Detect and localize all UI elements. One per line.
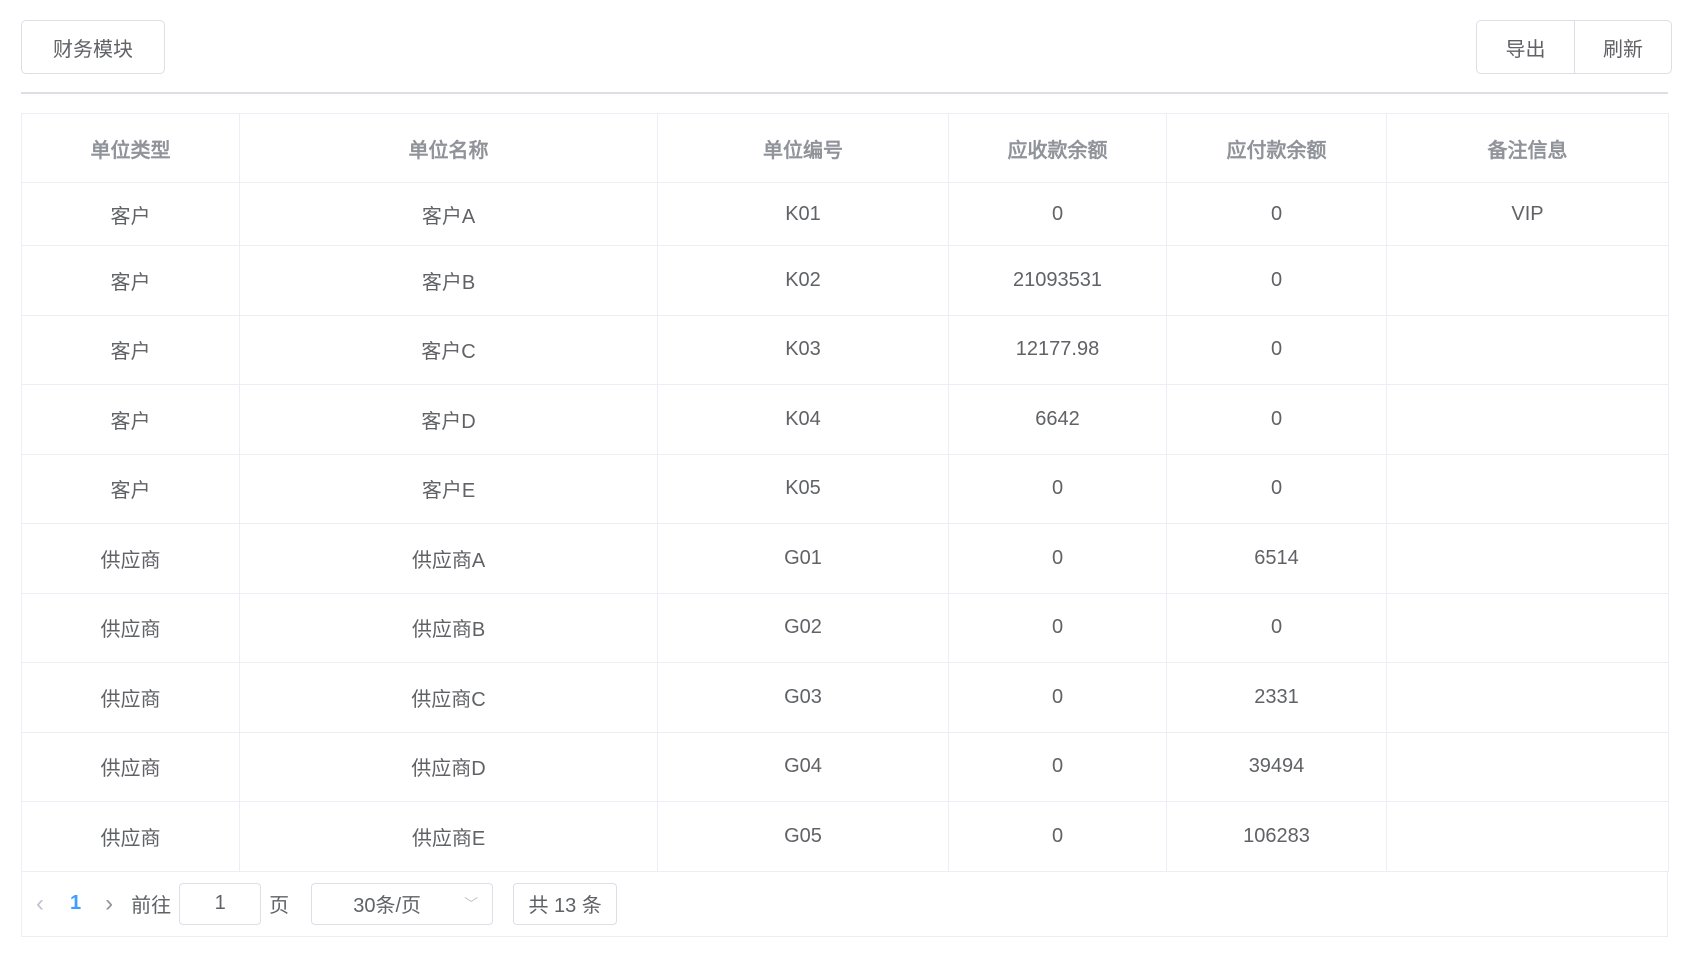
table-row: 供应商 供应商D G04 0 39494 — [21, 731, 1669, 802]
table-cell: 供应商B — [239, 592, 658, 663]
table-cell: 客户E — [239, 453, 658, 524]
column-header: 单位类型 — [21, 113, 240, 183]
table-cell: 客户B — [239, 245, 658, 316]
table-cell: 客户 — [21, 314, 240, 385]
table-cell: VIP — [1386, 182, 1669, 246]
table-cell: 供应商A — [239, 523, 658, 594]
table-cell: 供应商 — [21, 523, 240, 594]
goto-page-input[interactable]: 1 — [179, 882, 262, 925]
table-row: 供应商 供应商E G05 0 106283 — [21, 801, 1669, 872]
next-page-icon[interactable]: › — [105, 889, 114, 917]
table-cell — [1386, 731, 1669, 802]
finance-table: 单位类型 单位名称 单位编号 应收款余额 应付款余额 备注信息 客户 客户A K01 0 0 VIP… — [21, 113, 1669, 872]
table-cell: 0 — [1166, 384, 1387, 455]
prev-page-icon[interactable]: ‹ — [36, 889, 44, 917]
table-cell: 0 — [948, 801, 1167, 872]
goto-label: 前往 — [131, 895, 172, 917]
table-cell: G01 — [657, 523, 949, 594]
table-cell: 12177.98 — [948, 314, 1167, 385]
table-cell: 供应商C — [239, 662, 658, 733]
table-cell: 0 — [1166, 453, 1387, 524]
table-cell: K03 — [657, 314, 949, 385]
table-cell: 0 — [1166, 592, 1387, 663]
table-cell: K01 — [657, 182, 949, 246]
table-cell: 21093531 — [948, 245, 1167, 316]
table-row: 客户 客户B K02 21093531 0 — [21, 245, 1669, 316]
table-cell: G02 — [657, 592, 949, 663]
table-cell: 0 — [948, 731, 1167, 802]
pagination: ‹ 1 › 前往 1 页 30条/页 ﹀ 共 13 条 — [21, 871, 1668, 937]
table-cell: 供应商 — [21, 662, 240, 733]
table-cell: 供应商 — [21, 592, 240, 663]
table-cell: 供应商E — [239, 801, 658, 872]
table-cell: 客户A — [239, 182, 658, 246]
table-row: 供应商 供应商C G03 0 2331 — [21, 662, 1669, 733]
table-cell: 0 — [948, 523, 1167, 594]
table-cell — [1386, 662, 1669, 733]
total-count: 共 13 条 — [513, 882, 618, 925]
table-cell: K05 — [657, 453, 949, 524]
page-label: 页 — [269, 895, 290, 917]
chevron-down-icon: ﹀ — [464, 895, 479, 912]
page-size-value: 30条/页 — [353, 895, 422, 917]
table-cell — [1386, 453, 1669, 524]
table-cell: G03 — [657, 662, 949, 733]
table-row: 客户 客户C K03 12177.98 0 — [21, 314, 1669, 385]
action-button-group: 导出 刷新 — [1476, 20, 1672, 74]
table-cell: 6642 — [948, 384, 1167, 455]
table-cell: 0 — [1166, 182, 1387, 246]
page-size-select[interactable]: 30条/页 ﹀ — [311, 882, 494, 925]
table-cell: 0 — [948, 182, 1167, 246]
column-header: 应付款余额 — [1166, 113, 1387, 183]
table-cell: 39494 — [1166, 731, 1387, 802]
table-cell — [1386, 314, 1669, 385]
table-cell — [1386, 801, 1669, 872]
table-row: 供应商 供应商A G01 0 6514 — [21, 523, 1669, 594]
table-cell — [1386, 384, 1669, 455]
table-cell: 106283 — [1166, 801, 1387, 872]
table-cell: 客户 — [21, 182, 240, 246]
table-cell: K02 — [657, 245, 949, 316]
table-cell: 0 — [1166, 245, 1387, 316]
column-header: 应收款余额 — [948, 113, 1167, 183]
page-number-current[interactable]: 1 — [70, 892, 82, 914]
table-cell: 供应商 — [21, 801, 240, 872]
table-cell: 6514 — [1166, 523, 1387, 594]
table-cell: 客户 — [21, 245, 240, 316]
table-cell — [1386, 245, 1669, 316]
table-row: 供应商 供应商B G02 0 0 — [21, 592, 1669, 663]
table-cell: 0 — [948, 453, 1167, 524]
table-cell — [1386, 592, 1669, 663]
table-row: 客户 客户D K04 6642 0 — [21, 384, 1669, 455]
table-cell: 0 — [948, 592, 1167, 663]
column-header: 单位名称 — [239, 113, 658, 183]
table-cell: 客户D — [239, 384, 658, 455]
column-header: 备注信息 — [1386, 113, 1669, 183]
table-cell: 供应商 — [21, 731, 240, 802]
table-cell — [1386, 523, 1669, 594]
table-cell: G04 — [657, 731, 949, 802]
table-row: 客户 客户A K01 0 0 VIP — [21, 182, 1669, 246]
table-cell: 客户 — [21, 384, 240, 455]
refresh-button[interactable]: 刷新 — [1574, 21, 1671, 73]
column-header: 单位编号 — [657, 113, 949, 183]
table-cell: 客户C — [239, 314, 658, 385]
table-row: 客户 客户E K05 0 0 — [21, 453, 1669, 524]
table-cell: K04 — [657, 384, 949, 455]
table-cell: 0 — [948, 662, 1167, 733]
table-cell: 0 — [1166, 314, 1387, 385]
table-cell: 客户 — [21, 453, 240, 524]
table-cell: 供应商D — [239, 731, 658, 802]
table-cell: G05 — [657, 801, 949, 872]
finance-module-button[interactable]: 财务模块 — [21, 20, 165, 74]
divider — [21, 92, 1668, 94]
export-button[interactable]: 导出 — [1505, 38, 1546, 61]
table-cell: 2331 — [1166, 662, 1387, 733]
